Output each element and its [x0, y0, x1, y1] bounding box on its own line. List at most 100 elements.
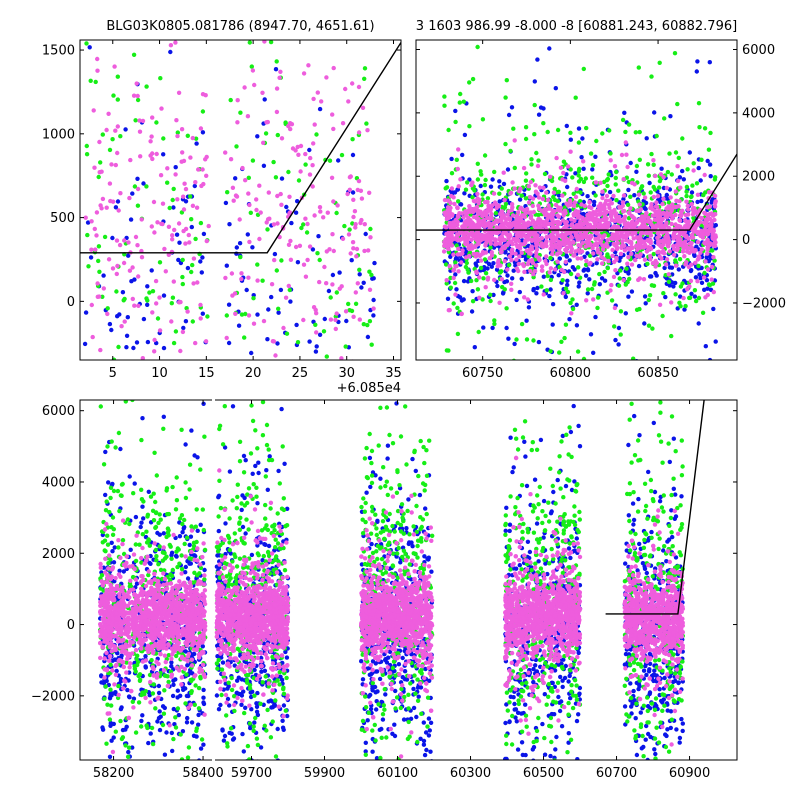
data-point [283, 649, 288, 655]
data-point [587, 253, 593, 258]
data-point [554, 734, 559, 740]
data-point [595, 236, 601, 241]
data-point [535, 285, 540, 291]
data-point [116, 344, 121, 350]
data-point [268, 40, 274, 45]
data-point [604, 193, 610, 199]
data-point [454, 234, 459, 240]
data-point [173, 40, 178, 45]
data-point [499, 234, 504, 239]
data-point [183, 226, 189, 232]
data-point [189, 269, 194, 275]
data-point [626, 294, 631, 299]
data-point [501, 181, 507, 187]
data-point [107, 147, 113, 153]
data-point [301, 222, 306, 227]
data-point [587, 261, 592, 267]
data-point [505, 273, 510, 278]
data-point [140, 356, 145, 360]
y-tick-label: 4000 [742, 106, 775, 121]
data-point [183, 241, 188, 246]
data-point [140, 504, 145, 509]
data-point [575, 256, 580, 261]
data-point [473, 199, 478, 204]
data-point [198, 126, 204, 131]
data-point [566, 203, 571, 208]
data-point [637, 276, 642, 281]
data-point [95, 281, 100, 286]
data-point [562, 335, 567, 341]
data-point [158, 76, 163, 81]
x-tick-label: 25 [292, 366, 309, 381]
data-point [606, 172, 611, 177]
data-point [627, 247, 633, 252]
data-point [634, 752, 640, 758]
data-point [303, 216, 308, 221]
data-point [446, 127, 451, 133]
data-point [581, 356, 587, 360]
data-point [367, 287, 373, 292]
data-point [298, 143, 304, 149]
data-point [659, 256, 664, 261]
data-point [508, 191, 513, 196]
data-point [156, 683, 162, 689]
data-point [135, 93, 140, 99]
data-point [85, 220, 91, 225]
data-point [541, 274, 546, 279]
data-point [464, 260, 469, 266]
data-point [494, 225, 499, 230]
data-point [541, 185, 546, 190]
data-point [664, 215, 670, 220]
data-point [125, 315, 130, 320]
data-point [97, 269, 102, 274]
data-point [185, 663, 190, 668]
data-point [510, 469, 515, 475]
data-point [350, 137, 355, 142]
data-point [644, 136, 649, 141]
data-point [638, 186, 644, 191]
data-point [687, 150, 692, 155]
data-point [189, 720, 195, 725]
data-point [538, 224, 543, 229]
data-point [485, 237, 491, 242]
data-point [363, 231, 368, 237]
data-point [666, 272, 671, 277]
data-point [274, 268, 279, 273]
data-point [536, 216, 541, 222]
data-point [474, 251, 479, 257]
data-point [317, 106, 323, 112]
data-point [635, 247, 640, 252]
data-point [193, 180, 198, 185]
data-point [681, 177, 686, 182]
data-point [556, 214, 562, 219]
data-point [177, 240, 182, 245]
data-point [279, 258, 284, 263]
data-point [126, 253, 131, 258]
data-point [564, 238, 569, 243]
data-point [511, 126, 516, 131]
data-point [662, 675, 667, 681]
data-point [122, 238, 127, 243]
data-point [93, 79, 98, 85]
data-point [579, 256, 584, 261]
data-point [637, 129, 642, 135]
data-point [161, 152, 166, 157]
data-point [643, 301, 648, 306]
data-point [579, 249, 585, 254]
data-point [368, 484, 373, 490]
data-point [678, 304, 683, 309]
data-point [576, 234, 581, 239]
data-point [216, 528, 221, 534]
data-point [622, 248, 628, 253]
data-point [523, 136, 529, 142]
data-point [335, 203, 340, 208]
data-point [526, 184, 531, 189]
data-point [669, 508, 674, 513]
data-point [510, 213, 516, 218]
data-point [501, 225, 507, 230]
data-point [675, 238, 680, 243]
data-point [239, 312, 245, 317]
data-point [330, 112, 335, 117]
data-point [568, 300, 573, 306]
data-point [249, 64, 254, 69]
